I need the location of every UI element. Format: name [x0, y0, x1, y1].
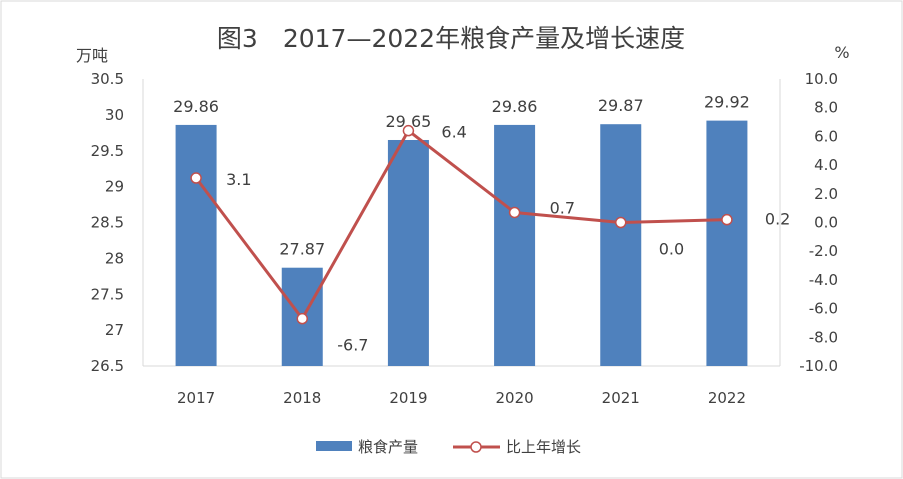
growth-label-2022: 0.2: [765, 210, 790, 229]
right-tick-label: 6.0: [814, 127, 838, 145]
right-tick-label: 0.0: [814, 214, 838, 232]
left-tick-label: 26.5: [91, 357, 124, 375]
growth-point-2017: [190, 172, 202, 184]
bar-label-2021: 29.87: [598, 96, 644, 115]
growth-line: [194, 129, 727, 321]
line-series: [190, 124, 733, 325]
left-axis-unit: 万吨: [76, 46, 108, 65]
right-tick-label: -8.0: [809, 328, 838, 346]
growth-point-2019: [402, 124, 415, 137]
category-label-2017: 2017: [177, 389, 215, 407]
bar-label-2022: 29.92: [704, 93, 750, 112]
right-axis-ticks: -10.0 -8.0 -6.0 -4.0 -2.0 0.0 2.0 4.0 6.0 8.0 10.0: [799, 70, 838, 375]
bar-label-2018: 27.87: [279, 240, 325, 259]
growth-label-2019: 6.4: [441, 123, 466, 142]
bar-2021: [600, 124, 642, 366]
left-axis-ticks: 26.5 27 27.5 28 28.5 29 29.5 30 30.5: [91, 70, 124, 375]
category-axis-labels: 2017 2018 2019 2020 2021 2022: [177, 389, 746, 407]
category-label-2022: 2022: [708, 389, 746, 407]
growth-label-2018: -6.7: [337, 336, 368, 355]
right-tick-label: -4.0: [809, 271, 838, 289]
right-tick-label: 10.0: [805, 70, 838, 88]
growth-point-2021: [615, 216, 627, 229]
bar-2020: [494, 124, 536, 366]
bar-2017: [175, 124, 217, 366]
legend: 粮食产量 比上年增长: [316, 438, 581, 456]
chart-title: 图3 2017—2022年粮食产量及增长速度: [217, 24, 685, 53]
legend-label-growth: 比上年增长: [506, 438, 581, 456]
category-label-2019: 2019: [389, 389, 427, 407]
legend-label-output: 粮食产量: [358, 438, 418, 456]
growth-point-2020: [508, 206, 521, 219]
left-tick-label: 27.5: [91, 285, 124, 303]
right-tick-label: 2.0: [814, 185, 838, 203]
left-tick-label: 29.5: [91, 142, 124, 160]
left-tick-label: 29: [105, 178, 124, 196]
left-tick-label: 30: [105, 106, 124, 124]
left-tick-label: 28: [105, 249, 124, 267]
bar-label-2020: 29.86: [492, 97, 538, 116]
growth-label-2017: 3.1: [226, 170, 251, 189]
right-tick-label: -2.0: [809, 242, 838, 260]
right-tick-label: -10.0: [799, 357, 838, 375]
bar-label-2017: 29.86: [173, 97, 219, 116]
legend-line-marker: [470, 441, 482, 453]
left-tick-label: 27: [105, 321, 124, 339]
category-label-2020: 2020: [495, 389, 533, 407]
right-tick-label: -6.0: [809, 300, 838, 318]
right-axis-unit: %: [834, 43, 849, 62]
legend-bar-swatch: [316, 441, 352, 451]
bar-data-labels: 29.86 27.87 29.65 29.86 29.87 29.92: [173, 93, 750, 259]
category-label-2018: 2018: [283, 389, 321, 407]
left-tick-label: 30.5: [91, 70, 124, 88]
line-data-labels: 3.1 -6.7 6.4 0.7 0.0 0.2: [226, 123, 790, 355]
right-tick-label: 4.0: [814, 156, 838, 174]
right-tick-label: 8.0: [814, 99, 838, 117]
growth-label-2020: 0.7: [550, 198, 575, 217]
left-tick-label: 28.5: [91, 214, 124, 232]
growth-point-2018: [296, 312, 308, 325]
growth-label-2021: 0.0: [659, 240, 684, 259]
bar-2022: [706, 120, 748, 367]
bar-label-2019: 29.65: [386, 112, 432, 131]
bar-2019: [387, 139, 429, 366]
growth-point-2022: [721, 213, 733, 226]
category-label-2021: 2021: [602, 389, 640, 407]
